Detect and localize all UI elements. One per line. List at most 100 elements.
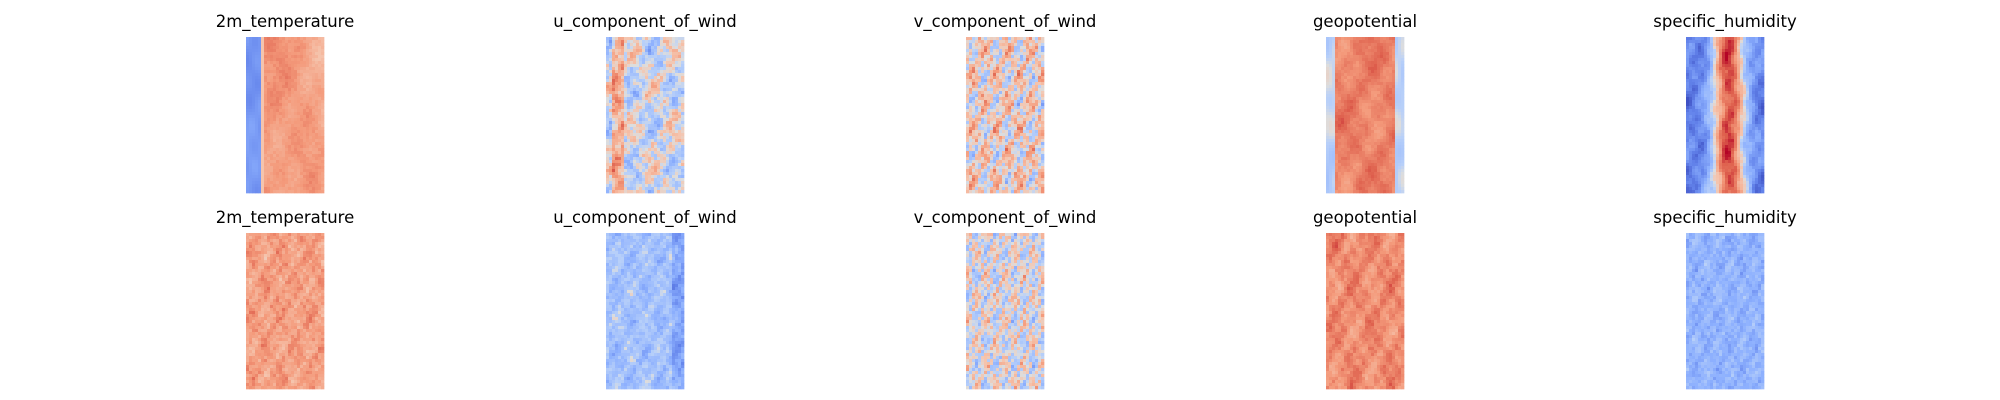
heatmap-cell [1029,139,1033,143]
heatmap-cell [966,97,970,101]
heatmap-cell [1335,127,1339,131]
heatmap-cell [249,106,253,110]
heatmap-cell [318,91,322,95]
heatmap-cell [966,160,970,164]
heatmap-cell [294,49,298,53]
heatmap-cell [1017,73,1021,77]
heatmap-cell [1029,79,1033,83]
heatmap-cell [621,79,625,83]
heatmap-cell [1038,49,1042,53]
heatmap-cell [648,115,652,119]
heatmap-cell [261,139,265,143]
heatmap-cell [969,52,973,56]
heatmap-cell [669,166,673,170]
heatmap-cell [249,181,253,185]
heatmap-cell [1014,49,1018,53]
heatmap-cell [993,91,997,95]
heatmap-cell [966,109,970,113]
heatmap-cell [1338,121,1342,125]
heatmap-cell [1353,49,1357,53]
heatmap-cell [1041,124,1045,128]
heatmap-cell [675,61,679,65]
heatmap-cell [1029,157,1033,161]
heatmap-cell [993,187,997,191]
heatmap-cell [648,82,652,86]
heatmap-cell [672,103,676,107]
heatmap-cell [657,43,661,47]
heatmap-cell [999,112,1003,116]
heatmap-cell [1374,82,1378,86]
heatmap-cell [633,91,637,95]
heatmap-cell [1353,112,1357,116]
heatmap-cell [1332,43,1336,47]
heatmap-cell [978,178,982,182]
heatmap-cell [636,118,640,122]
heatmap-cell [1350,52,1354,56]
heatmap-cell [1356,94,1360,98]
heatmap-cell [615,121,619,125]
heatmap-cell [285,178,289,182]
heatmap-cell [1365,139,1369,143]
heatmap-cell [666,160,670,164]
heatmap-cell [984,55,988,59]
heatmap-cell [1329,115,1333,119]
heatmap-cell [258,112,262,116]
heatmap-cell [1335,40,1339,44]
heatmap-cell [249,118,253,122]
heatmap-cell [615,49,619,53]
heatmap-cell [666,112,670,116]
heatmap-cell [675,67,679,71]
heatmap-cell [1002,58,1006,62]
heatmap-cell [663,160,667,164]
heatmap-cell [615,172,619,176]
heatmap-cell [294,163,298,167]
heatmap-cell [252,49,256,53]
heatmap-cell [255,67,259,71]
heatmap-cell [972,142,976,146]
heatmap-cell [972,97,976,101]
heatmap-cell [969,142,973,146]
heatmap-cell [654,121,658,125]
heatmap-cell [1383,130,1387,134]
heatmap-cell [300,127,304,131]
heatmap-cell [276,115,280,119]
heatmap-cell [1002,160,1006,164]
heatmap-cell [252,163,256,167]
heatmap-cell [663,115,667,119]
heatmap-cell [1359,136,1363,140]
heatmap-cell [669,67,673,71]
heatmap-cell [612,94,616,98]
heatmap-cell [675,91,679,95]
heatmap-cell [990,124,994,128]
heatmap-cell [309,97,313,101]
heatmap-cell [321,133,325,137]
heatmap-cell [987,61,991,65]
heatmap-cell [276,85,280,89]
heatmap-cell [1338,91,1342,95]
heatmap-cell [276,178,280,182]
heatmap-cell [624,184,628,188]
heatmap-cell [678,43,682,47]
heatmap-cell [984,112,988,116]
heatmap-cell [1032,61,1036,65]
heatmap-cell [639,58,643,62]
heatmap-cell [972,55,976,59]
heatmap-cell [1008,136,1012,140]
heatmap-cell [1362,76,1366,80]
heatmap-cell [1368,88,1372,92]
heatmap-cell [1341,37,1345,41]
heatmap-cell [1359,142,1363,146]
heatmap-cell [282,121,286,125]
heatmap-cell [672,154,676,158]
heatmap-cell [651,73,655,77]
heatmap-cell [1038,151,1042,155]
heatmap-cell [654,49,658,53]
heatmap-cell [627,187,631,191]
heatmap-cell [1398,91,1402,95]
heatmap-cell [657,166,661,170]
heatmap-cell [1026,55,1030,59]
heatmap-cell [1026,70,1030,74]
heatmap-cell [318,46,322,50]
heatmap-cell [1341,82,1345,86]
heatmap-cell [987,166,991,170]
